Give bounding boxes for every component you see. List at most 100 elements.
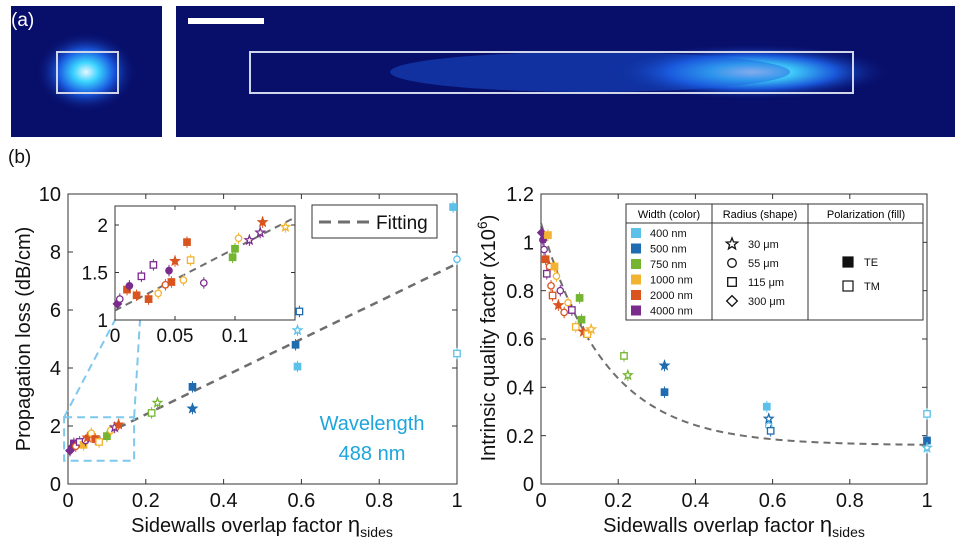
- legend-radius-icon: [724, 236, 740, 251]
- scale-bar: [188, 18, 264, 24]
- panel-a: (a): [11, 6, 955, 137]
- top-view-outline: [249, 51, 854, 94]
- quality-point: [577, 315, 586, 324]
- legend-width-label: 1000 nm: [650, 275, 693, 287]
- loss-x-tick-label: 0.4: [210, 490, 238, 512]
- quality-point: [658, 359, 671, 371]
- panel-label-a: (a): [11, 10, 34, 31]
- loss-y-tick-label: 8: [50, 242, 61, 264]
- inset-point: [231, 244, 239, 253]
- quality-point: [560, 308, 569, 317]
- zoom-connector-1: [63, 319, 116, 418]
- quality-point: [571, 323, 580, 331]
- loss-point: [293, 362, 302, 371]
- inset-point: [279, 220, 292, 232]
- legend-polarization-swatch: [842, 280, 854, 292]
- panel-label-b: (b): [8, 147, 31, 168]
- loss-point: [151, 396, 164, 408]
- inset-point: [132, 291, 141, 300]
- quality-ticks: 0 0.2 0.4 0.6 0.8 1 0 0.2 0.4 0.6 0.8 1 1.2: [506, 184, 932, 512]
- loss-y-tick-label: 4: [50, 358, 61, 380]
- quality-y-tick-label: 1: [523, 233, 534, 255]
- quality-point: [921, 441, 933, 453]
- legend-polarization-label: TE: [864, 257, 878, 269]
- inset-point: [149, 261, 158, 269]
- quality-point: [556, 286, 565, 295]
- quality-y-tick-label: 0.6: [506, 329, 534, 351]
- loss-point: [449, 203, 457, 211]
- loss-point: [147, 409, 156, 417]
- loss-y-tick-label: 6: [50, 300, 61, 322]
- inset-point: [199, 279, 208, 287]
- inset-ticks: 0 0.05 0.1 1 1.5 2: [82, 206, 295, 347]
- loss-plot-frame: [67, 193, 458, 485]
- legend-radius-label: 115 μm: [748, 277, 784, 289]
- fitting-legend-label: Fitting: [376, 213, 428, 234]
- quality-y-tick-label: 0: [523, 474, 534, 496]
- loss-point: [95, 438, 103, 446]
- loss-x-tick-label: 0: [62, 490, 73, 512]
- legend-radius-label: 30 μm: [748, 239, 779, 251]
- quality-point: [541, 255, 550, 264]
- inset-point: [228, 253, 237, 262]
- legend-radius-icon: [727, 258, 737, 268]
- loss-x-tick-label: 0.8: [365, 490, 393, 512]
- quality-point: [766, 426, 775, 435]
- legend-width-label: 2000 nm: [650, 290, 693, 302]
- quality-x-tick-label: 0.4: [681, 490, 709, 512]
- cross-section-mode: [36, 32, 136, 112]
- inset-x-tick-label: 0.1: [222, 326, 248, 347]
- legend-width-entries: 400 nm 500 nm 750 nm 1000 nm 2000 nm 4000 nm: [631, 228, 693, 318]
- loss-x-axis-label-text: Sidewalls overlap factor: [131, 515, 343, 537]
- legend-radius-icon: [725, 294, 739, 308]
- quality-point: [923, 410, 931, 418]
- fitting-legend: Fitting: [311, 204, 438, 239]
- inset-point: [154, 289, 163, 298]
- legend-header-radius: Radius (shape): [723, 209, 798, 221]
- loss-point: [291, 324, 304, 336]
- quality-x-axis-label-symbol: η: [820, 512, 832, 537]
- quality-chart: 0 0.2 0.4 0.6 0.8 1 0 0.2 0.4 0.6 0.8 1 1.2 Intrinsi…: [474, 184, 933, 540]
- loss-point: [87, 429, 96, 438]
- inset-x-tick-label: 0: [110, 326, 121, 347]
- quality-point: [548, 291, 557, 300]
- legend-width-swatch: [631, 274, 641, 285]
- quality-point: [547, 281, 555, 290]
- legend-radius-label: 300 μm: [748, 296, 785, 308]
- wavelength-annotation-line1: Wavelength: [320, 413, 425, 435]
- inset-point: [144, 295, 153, 303]
- loss-y-axis-label: Propagation loss (dB/cm): [13, 227, 35, 452]
- quality-point: [660, 388, 669, 397]
- quality-x-tick-label: 0: [535, 490, 546, 512]
- quality-x-tick-label: 0.8: [836, 490, 864, 512]
- inset-point: [167, 278, 176, 286]
- loss-point: [291, 340, 300, 349]
- quality-x-tick-label: 0.2: [604, 490, 632, 512]
- loss-point: [186, 402, 199, 414]
- inset-x-tick-label: 0.05: [157, 326, 194, 347]
- inset-point: [137, 272, 146, 281]
- legend-width-label: 4000 nm: [650, 306, 693, 318]
- legend-radius-entries: 30 μm 55 μm 115 μm 300 μm: [724, 236, 785, 308]
- legend-radius-icon: [727, 277, 737, 287]
- zoom-connector-2: [133, 319, 141, 418]
- quality-y-tick-label: 0.2: [506, 426, 534, 448]
- loss-x-axis-label-sub: sides: [360, 524, 393, 540]
- inset-point: [179, 276, 188, 284]
- marker-legend: Width (color) Radius (shape) Polarizatio…: [625, 203, 924, 321]
- legend-width-label: 400 nm: [650, 228, 687, 240]
- quality-x-tick-label: 1: [921, 490, 932, 512]
- inset-point: [186, 256, 195, 265]
- loss-point: [453, 255, 461, 264]
- loss-point: [188, 382, 197, 391]
- inset-y-tick-label: 1: [97, 311, 108, 332]
- inset-point: [183, 238, 191, 246]
- quality-point: [762, 402, 771, 411]
- fitting-legend-box: [311, 204, 438, 239]
- loss-x-tick-label: 1: [451, 490, 462, 512]
- quality-y-tick-label: 0.8: [506, 281, 534, 303]
- loss-point: [295, 307, 304, 316]
- quality-x-axis-label: Sidewalls overlap factor ηsides: [603, 512, 865, 540]
